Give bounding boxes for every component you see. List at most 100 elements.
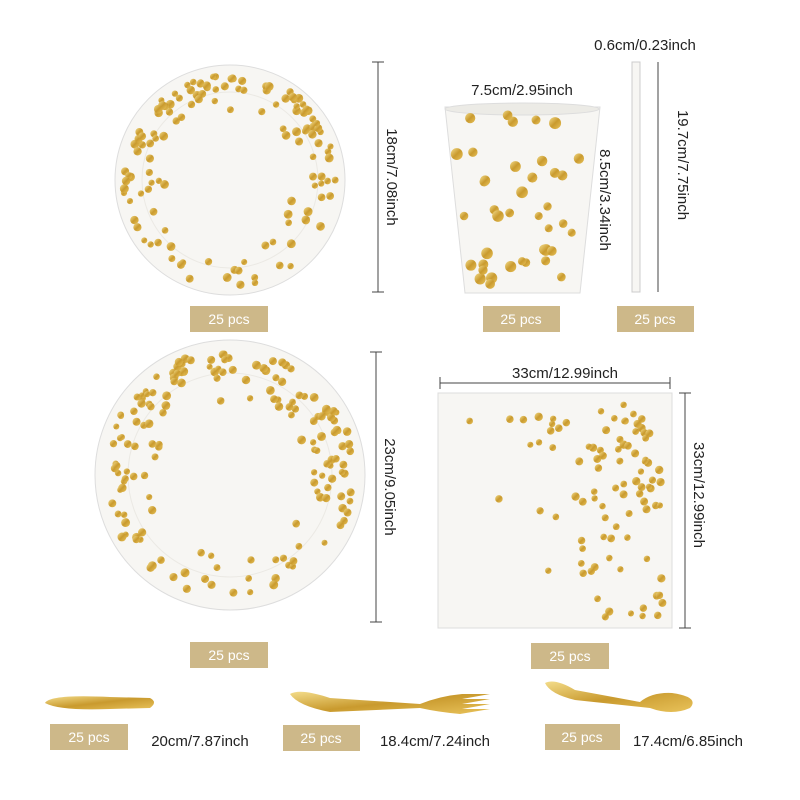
gold-dot	[327, 413, 336, 422]
gold-dot	[509, 161, 521, 172]
gold-dot	[601, 613, 609, 621]
dimension-label: 18cm/7.08inch	[383, 128, 400, 226]
gold-dot	[185, 274, 194, 283]
gold-dot	[322, 404, 331, 414]
dimension-label: 23cm/9.05inch	[381, 438, 398, 536]
gold-dot	[246, 395, 254, 402]
gold-dot	[635, 490, 644, 498]
gold-dot	[292, 127, 301, 137]
gold-dot	[159, 408, 167, 417]
gold-dot	[302, 124, 312, 133]
gold-dot	[648, 476, 657, 484]
gold-dot	[154, 238, 162, 247]
gold-dot	[332, 454, 340, 463]
gold-dot	[309, 153, 317, 161]
gold-dot	[591, 495, 598, 502]
gold-dot	[207, 580, 216, 589]
gold-dot	[317, 431, 326, 441]
gold-dot	[240, 86, 248, 94]
gold-dot	[144, 419, 154, 428]
gold-dot	[295, 137, 304, 146]
gold-dot	[170, 377, 178, 386]
gold-dot	[620, 480, 628, 488]
gold-dot	[327, 143, 334, 150]
gold-dot	[117, 532, 127, 542]
gold-dot	[557, 170, 568, 181]
gold-dot	[204, 258, 213, 266]
gold-dot	[602, 426, 611, 435]
gold-dot	[123, 468, 131, 475]
gold-dot	[544, 224, 553, 233]
count-label: 25 pcs	[549, 648, 590, 664]
gold-dot	[653, 611, 662, 620]
gold-dot	[554, 424, 563, 433]
gold-dot	[186, 85, 195, 95]
gold-dot	[266, 386, 275, 395]
gold-dot	[155, 177, 163, 184]
gold-dot	[251, 360, 261, 370]
gold-dot	[593, 455, 602, 463]
gold-dot	[168, 255, 176, 263]
gold-dot	[155, 440, 163, 449]
gold-dot	[324, 153, 334, 163]
gold-dot	[630, 410, 637, 418]
badge	[617, 306, 694, 332]
gold-dot	[145, 168, 153, 177]
gold-dot	[321, 539, 328, 546]
gold-dot	[459, 211, 469, 221]
gold-dot	[317, 412, 326, 421]
gold-dot	[314, 139, 323, 148]
gold-dot	[632, 477, 641, 486]
count-label: 25 pcs	[208, 311, 249, 327]
gold-dot	[495, 495, 503, 503]
gold-dot	[313, 447, 321, 454]
gold-dot	[201, 574, 210, 583]
gold-dot	[112, 461, 121, 470]
gold-dot	[143, 391, 151, 398]
gold-dot	[632, 428, 640, 435]
gold-dot	[617, 566, 624, 573]
gold-dot	[220, 82, 229, 91]
gold-dot	[159, 131, 169, 141]
gold-dot	[535, 439, 543, 446]
gold-dot	[241, 258, 248, 266]
dimension-line	[370, 351, 382, 623]
gold-dot	[607, 534, 616, 543]
gold-dot	[309, 115, 317, 123]
gold-dot	[611, 414, 618, 422]
gold-dot	[228, 74, 237, 82]
cup-rim	[444, 102, 600, 116]
gold-dot	[577, 559, 585, 567]
gold-dot	[612, 523, 620, 531]
gold-dot	[324, 177, 331, 185]
gold-dot	[132, 417, 141, 426]
gold-dot	[261, 241, 270, 250]
gold-dot	[310, 469, 318, 476]
gold-dot	[146, 493, 153, 501]
gold-dot	[658, 598, 667, 607]
gold-dot	[138, 132, 147, 141]
gold-dot	[295, 391, 304, 400]
gold-dot	[207, 552, 215, 559]
gold-dot	[309, 417, 318, 425]
gold-dot	[133, 223, 142, 232]
gold-dot	[264, 82, 274, 91]
gold-dot	[297, 435, 307, 445]
gold-dot	[331, 176, 339, 184]
gold-dot	[606, 554, 613, 562]
gold-dot	[465, 113, 476, 124]
gold-dot	[344, 439, 354, 449]
gold-dot	[274, 402, 284, 411]
gold-dot	[176, 260, 185, 269]
gold-dot	[590, 488, 598, 495]
gold-dot	[567, 228, 576, 237]
gold-dot	[549, 167, 560, 178]
gold-dot	[627, 610, 634, 617]
gold-dot	[579, 545, 586, 552]
gold-dot	[639, 612, 646, 620]
gold-dot	[279, 554, 288, 562]
gold-dot	[148, 440, 157, 448]
gold-dot	[148, 179, 155, 186]
gold-dot	[292, 519, 300, 528]
gold-dot	[146, 563, 155, 572]
